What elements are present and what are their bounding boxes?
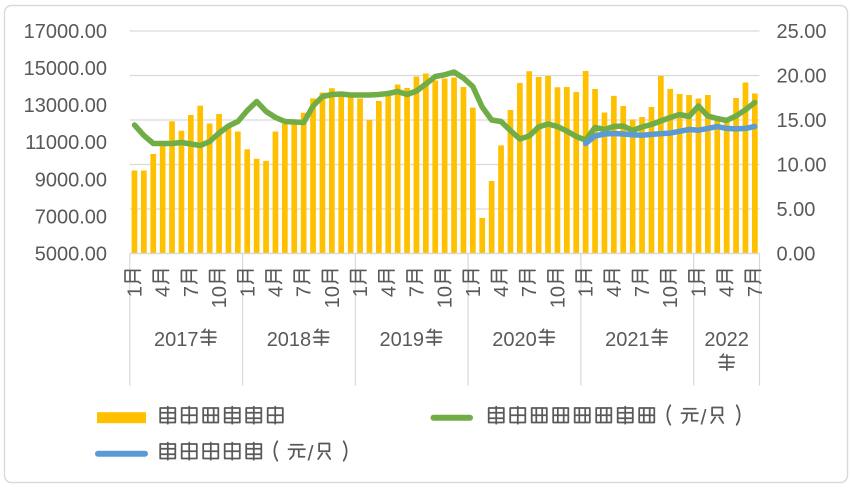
svg-text:17000.00: 17000.00 xyxy=(24,21,107,43)
svg-text:2021: 2021 xyxy=(605,329,650,351)
svg-text:15.00: 15.00 xyxy=(777,110,827,132)
svg-text:0.00: 0.00 xyxy=(777,244,816,266)
svg-text:7: 7 xyxy=(294,286,316,297)
svg-text:7: 7 xyxy=(632,286,654,297)
svg-text:4: 4 xyxy=(266,286,288,297)
svg-text:1: 1 xyxy=(576,286,598,297)
svg-text:2022: 2022 xyxy=(704,329,749,351)
svg-text:7: 7 xyxy=(745,286,767,297)
svg-text:1: 1 xyxy=(125,286,147,297)
svg-text:1: 1 xyxy=(688,286,710,297)
svg-text:5000.00: 5000.00 xyxy=(35,244,107,266)
svg-text:/: / xyxy=(701,406,707,430)
svg-text:1: 1 xyxy=(237,286,259,297)
svg-text:11000.00: 11000.00 xyxy=(25,132,107,154)
svg-text:4: 4 xyxy=(604,286,626,297)
svg-text:7: 7 xyxy=(181,286,203,297)
svg-text:/: / xyxy=(308,442,314,466)
svg-text:7000.00: 7000.00 xyxy=(35,206,107,228)
svg-text:10: 10 xyxy=(435,286,457,308)
svg-text:13000.00: 13000.00 xyxy=(24,95,107,117)
svg-text:20.00: 20.00 xyxy=(777,66,827,88)
svg-text:10: 10 xyxy=(322,286,344,308)
svg-text:4: 4 xyxy=(491,286,513,297)
svg-text:1: 1 xyxy=(350,286,372,297)
svg-text:4: 4 xyxy=(378,286,400,297)
svg-text:10: 10 xyxy=(547,286,569,308)
svg-text:10: 10 xyxy=(660,286,682,308)
svg-text:2019: 2019 xyxy=(380,329,425,351)
svg-text:2020: 2020 xyxy=(492,329,537,351)
svg-text:7: 7 xyxy=(519,286,541,297)
svg-text:2017: 2017 xyxy=(154,329,199,351)
svg-text:7: 7 xyxy=(407,286,429,297)
svg-text:1: 1 xyxy=(463,286,485,297)
svg-text:5.00: 5.00 xyxy=(777,199,816,221)
svg-text:10.00: 10.00 xyxy=(777,155,827,177)
svg-text:15000.00: 15000.00 xyxy=(24,58,107,80)
svg-text:10: 10 xyxy=(209,286,231,308)
svg-text:4: 4 xyxy=(717,286,739,297)
svg-text:4: 4 xyxy=(153,286,175,297)
svg-text:25.00: 25.00 xyxy=(777,21,827,43)
svg-text:2018: 2018 xyxy=(267,329,312,351)
svg-text:9000.00: 9000.00 xyxy=(35,169,107,191)
